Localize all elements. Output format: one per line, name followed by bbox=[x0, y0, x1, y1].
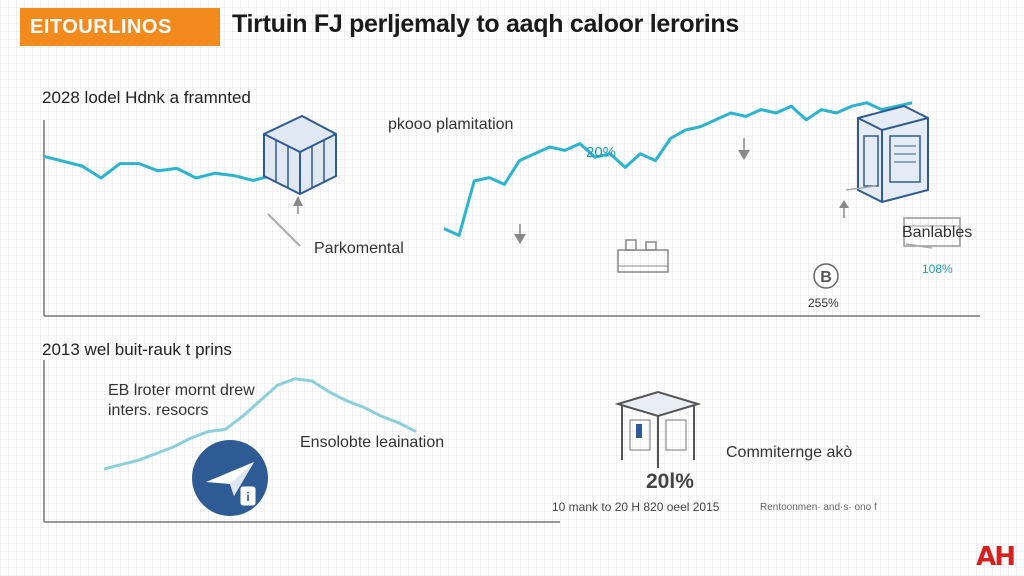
building-icon bbox=[617, 239, 669, 273]
eb-label-line1: EB lroter mornt drew bbox=[108, 382, 255, 399]
building-icon bbox=[903, 217, 961, 247]
pointer-line bbox=[845, 185, 877, 191]
pct-right-label: 108% bbox=[922, 262, 953, 276]
eb-label-line2: inters. resocrs bbox=[108, 402, 209, 419]
series-layer bbox=[43, 101, 913, 471]
arrow-up-icon bbox=[839, 200, 849, 208]
series-line-0-0 bbox=[43, 154, 273, 182]
header-badge: EITOURLINOS bbox=[20, 8, 220, 46]
svg-text:i: i bbox=[246, 490, 249, 504]
arrow-down-icon bbox=[514, 234, 526, 244]
footer-range-label: 10 mank to 20 H 820 oeel 2015 bbox=[552, 500, 720, 514]
svg-text:B: B bbox=[820, 269, 832, 286]
banlables-label: Banlables bbox=[902, 224, 973, 241]
pointer-line bbox=[267, 213, 301, 247]
cube-icon bbox=[263, 114, 337, 196]
brand-logo: AH bbox=[976, 542, 1016, 572]
series-line-0-1 bbox=[443, 101, 913, 237]
series-line-1-0 bbox=[103, 377, 417, 471]
pointer-line bbox=[905, 243, 933, 249]
page-title: Tirtuin FJ perljemaly to aaqh caloor ler… bbox=[232, 10, 740, 38]
arrow-down-icon bbox=[738, 150, 750, 160]
commitering-label: Commiterngе akò bbox=[726, 444, 853, 461]
pct-bitcoin-label: 255% bbox=[808, 296, 839, 310]
bottom-panel-title: 2013 wel buit-rauk t prins bbox=[42, 340, 232, 359]
pct-top-label: 20% bbox=[586, 144, 617, 161]
bitcoin-icon: B bbox=[813, 263, 839, 289]
footer-right-label: Rentoonmen· and·s· ono f bbox=[760, 502, 877, 513]
parkomental-label: Parkomental bbox=[314, 240, 404, 257]
pct-bottom-label: 20l% bbox=[646, 470, 694, 493]
building-box-icon bbox=[857, 104, 929, 204]
pavilion-icon bbox=[614, 390, 702, 468]
ensolbte-label: Ensolobte leaination bbox=[300, 434, 445, 451]
paper-plane-icon: i bbox=[192, 440, 268, 516]
arrow-up-icon bbox=[293, 196, 303, 206]
plantation-label: pkooo plamitation bbox=[388, 116, 514, 133]
top-panel-title: 2028 lodel Hdnk a framnted bbox=[42, 88, 251, 107]
